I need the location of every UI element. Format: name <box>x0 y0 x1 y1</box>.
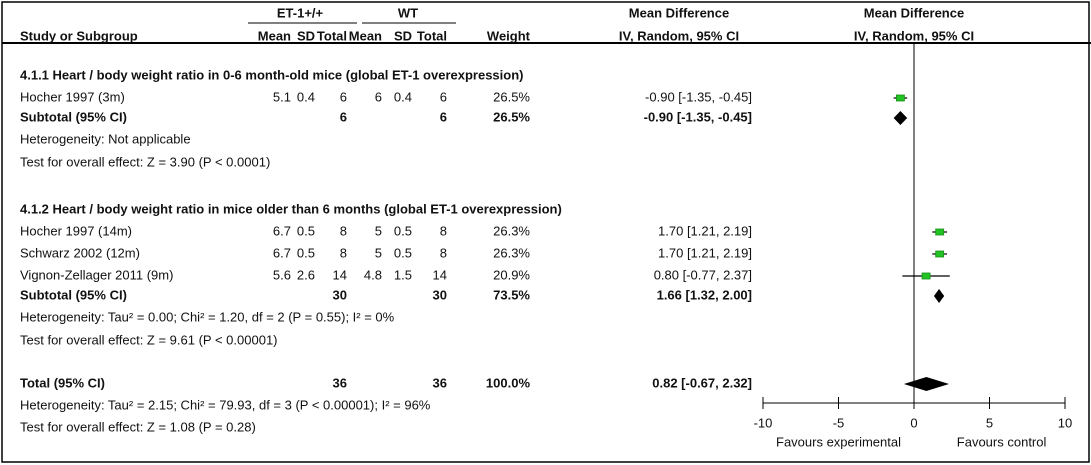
cell: 0.5 <box>297 223 315 238</box>
cell: 0.4 <box>394 89 412 104</box>
cell: 6 <box>340 109 347 124</box>
cell: 1.5 <box>394 267 412 282</box>
cell: 2.6 <box>297 267 315 282</box>
plot-title: Mean Difference <box>864 5 964 20</box>
subtotal-label: Subtotal (95% CI) <box>20 109 127 124</box>
study-square <box>935 250 945 258</box>
cell: 8 <box>340 245 347 260</box>
study-square <box>896 94 905 102</box>
cell: 20.9% <box>493 267 530 282</box>
ci-label: 0.82 [-0.67, 2.32] <box>652 375 752 390</box>
cell: 0.5 <box>297 245 315 260</box>
md-title: Mean Difference <box>629 5 729 20</box>
diamond <box>893 111 908 125</box>
study-name: Hocher 1997 (14m) <box>20 223 132 238</box>
cell: 5.6 <box>273 267 291 282</box>
column-header: SD <box>297 28 315 43</box>
cell: 8 <box>340 223 347 238</box>
study-square <box>935 228 945 236</box>
column-header: Mean <box>349 28 382 43</box>
exp-group: ET-1+/+ <box>277 5 324 20</box>
cell: 26.3% <box>493 223 530 238</box>
cell: 73.5% <box>493 287 530 302</box>
cell: 6 <box>340 89 347 104</box>
ci-label: 1.66 [1.32, 2.00] <box>657 287 752 302</box>
ci-label: -0.90 [-1.35, -0.45] <box>644 109 752 124</box>
cell: 100.0% <box>486 375 531 390</box>
study-name: Schwarz 2002 (12m) <box>20 245 140 260</box>
study-square <box>921 272 931 280</box>
cell: 30 <box>333 287 347 302</box>
ci-label: 1.70 [1.21, 2.19] <box>658 223 752 238</box>
diamond <box>933 289 945 303</box>
column-header: Weight <box>487 28 531 43</box>
cell: 5 <box>375 223 382 238</box>
cell: 5 <box>375 245 382 260</box>
ci-label: 0.80 [-0.77, 2.37] <box>654 267 752 282</box>
column-header: Total <box>417 28 447 43</box>
column-header: Mean <box>258 28 291 43</box>
cell: 5.1 <box>273 89 291 104</box>
x-tick-label: 10 <box>1058 415 1072 430</box>
cell: 14 <box>333 267 347 282</box>
cell: 6.7 <box>273 245 291 260</box>
x-left-label: Favours experimental <box>776 434 901 449</box>
ci-label: -0.90 [-1.35, -0.45] <box>645 89 752 104</box>
study-name: Hocher 1997 (3m) <box>20 89 125 104</box>
column-header: Total <box>317 28 347 43</box>
cell: 6.7 <box>273 223 291 238</box>
ci-label: 1.70 [1.21, 2.19] <box>658 245 752 260</box>
cell: 26.5% <box>493 109 530 124</box>
plot-method: IV, Random, 95% CI <box>854 28 974 43</box>
cell: 30 <box>433 287 447 302</box>
cell: 26.3% <box>493 245 530 260</box>
x-tick-label: 0 <box>910 415 917 430</box>
cell: 8 <box>440 223 447 238</box>
diamond <box>903 377 950 391</box>
column-header: IV, Random, 95% CI <box>619 28 739 43</box>
effect-test: Test for overall effect: Z = 3.90 (P < 0… <box>20 154 270 169</box>
cell: 0.5 <box>394 223 412 238</box>
cell: 8 <box>440 245 447 260</box>
effect-test: Test for overall effect: Z = 1.08 (P = 0… <box>20 419 256 434</box>
cell: 36 <box>333 375 347 390</box>
cell: 26.5% <box>493 89 530 104</box>
cell: 6 <box>375 89 382 104</box>
study-name: Vignon-Zellager 2011 (9m) <box>20 267 173 282</box>
x-tick-label: -10 <box>754 415 773 430</box>
ctl-group: WT <box>398 5 418 20</box>
column-header: Study or Subgroup <box>20 28 138 43</box>
column-header: SD <box>394 28 412 43</box>
cell: 14 <box>433 267 447 282</box>
cell: 0.5 <box>394 245 412 260</box>
cell: 4.8 <box>364 267 382 282</box>
subtotal-label: Subtotal (95% CI) <box>20 287 127 302</box>
heterogeneity: Heterogeneity: Tau² = 2.15; Chi² = 79.93… <box>20 397 431 412</box>
x-right-label: Favours control <box>957 434 1047 449</box>
x-tick-label: 5 <box>986 415 993 430</box>
cell: 6 <box>440 109 447 124</box>
total-label: Total (95% CI) <box>20 375 105 390</box>
cell: 36 <box>433 375 447 390</box>
cell: 0.4 <box>297 89 315 104</box>
effect-test: Test for overall effect: Z = 9.61 (P < 0… <box>20 332 278 347</box>
cell: 6 <box>440 89 447 104</box>
heterogeneity: Heterogeneity: Tau² = 0.00; Chi² = 1.20,… <box>20 309 395 324</box>
group-title: 4.1.1 Heart / body weight ratio in 0-6 m… <box>20 67 524 82</box>
heterogeneity: Heterogeneity: Not applicable <box>20 131 191 146</box>
x-tick-label: -5 <box>833 415 845 430</box>
group-title: 4.1.2 Heart / body weight ratio in mice … <box>20 201 562 216</box>
